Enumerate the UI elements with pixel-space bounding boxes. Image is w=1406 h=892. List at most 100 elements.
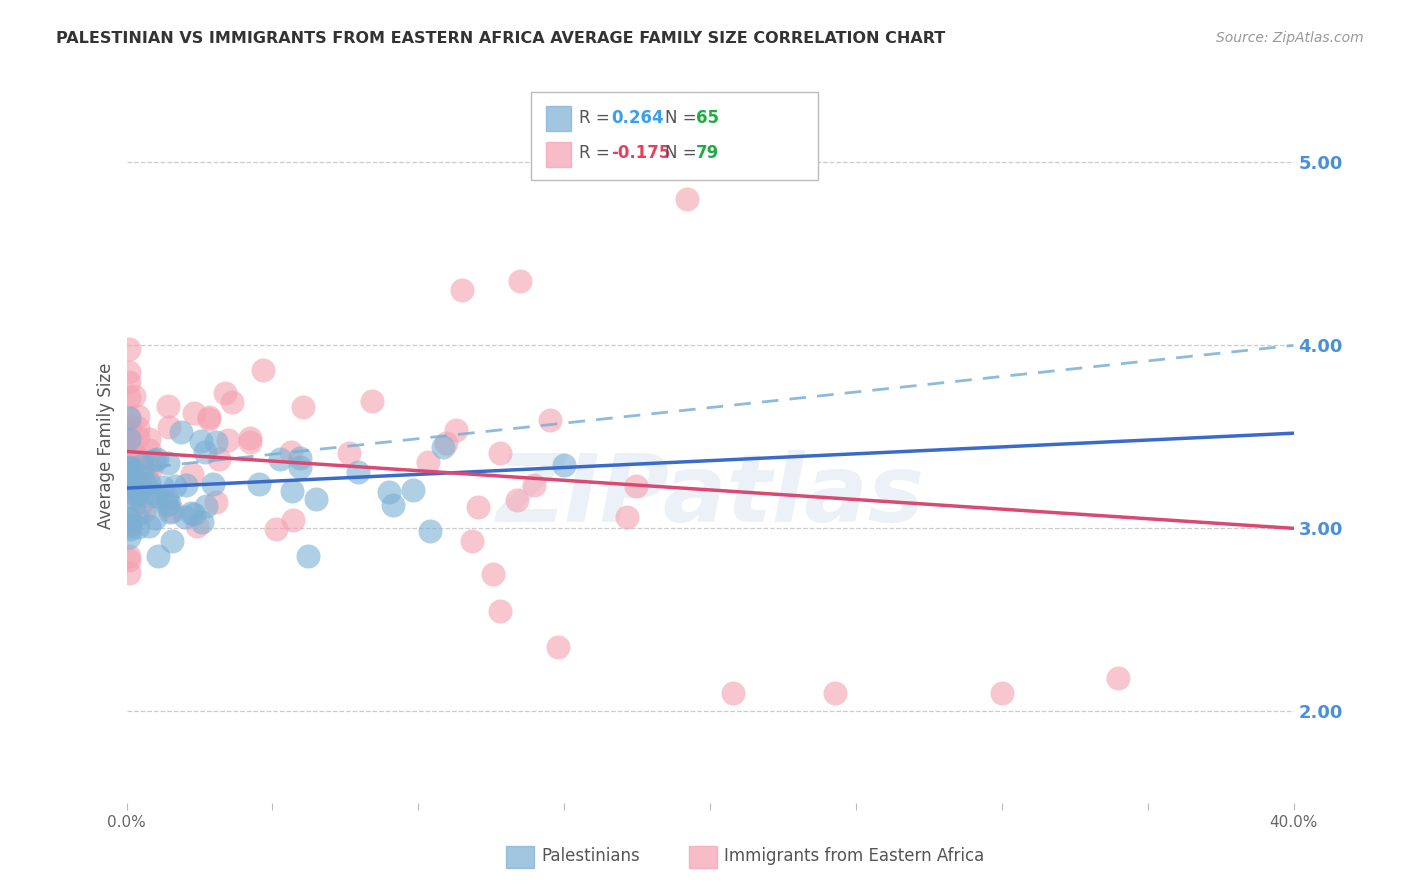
Point: [138, 489, 160, 503]
Point: [723, 686, 745, 700]
Point: [446, 423, 468, 437]
Point: [461, 534, 484, 549]
Point: [134, 477, 156, 491]
Point: [121, 491, 143, 505]
Point: [509, 274, 531, 288]
Point: [221, 395, 243, 409]
Point: [118, 342, 141, 356]
Point: [419, 524, 441, 538]
Point: [118, 480, 141, 494]
Point: [143, 510, 166, 524]
Point: [118, 519, 141, 533]
Point: [143, 453, 166, 467]
Point: [205, 435, 228, 450]
Point: [214, 385, 236, 400]
Point: [132, 504, 155, 518]
Point: [118, 433, 141, 447]
Point: [127, 409, 149, 423]
Point: [142, 486, 165, 500]
Text: PALESTINIAN VS IMMIGRANTS FROM EASTERN AFRICA AVERAGE FAMILY SIZE CORRELATION CH: PALESTINIAN VS IMMIGRANTS FROM EASTERN A…: [56, 31, 945, 46]
Point: [122, 477, 145, 491]
Text: R =: R =: [579, 145, 616, 162]
Point: [128, 475, 150, 489]
Text: Source: ZipAtlas.com: Source: ZipAtlas.com: [1216, 31, 1364, 45]
Point: [451, 284, 474, 298]
Point: [138, 443, 160, 458]
Point: [264, 522, 287, 536]
Point: [138, 432, 160, 446]
Point: [547, 640, 569, 655]
Point: [139, 461, 162, 475]
Point: [118, 465, 141, 479]
Point: [553, 458, 575, 472]
Point: [281, 483, 304, 498]
Point: [418, 454, 440, 468]
Text: ZIPatlas: ZIPatlas: [496, 450, 924, 542]
Point: [616, 510, 638, 524]
Point: [118, 410, 141, 425]
Point: [204, 495, 226, 509]
Text: 0.264: 0.264: [612, 109, 664, 127]
Point: [174, 477, 197, 491]
Point: [506, 493, 529, 508]
Point: [170, 425, 193, 440]
Text: R =: R =: [579, 109, 616, 127]
Point: [186, 518, 208, 533]
Point: [148, 549, 170, 563]
Text: Palestinians: Palestinians: [541, 847, 640, 865]
Point: [122, 479, 145, 493]
Point: [118, 459, 141, 474]
Point: [118, 516, 141, 531]
Point: [127, 520, 149, 534]
Point: [163, 479, 186, 493]
Point: [125, 487, 148, 501]
Point: [194, 445, 217, 459]
Point: [159, 505, 181, 519]
Point: [125, 465, 148, 479]
Point: [198, 409, 221, 424]
Point: [127, 421, 149, 435]
Point: [118, 553, 141, 567]
Point: [482, 567, 505, 582]
Point: [156, 499, 179, 513]
Point: [239, 431, 262, 445]
Point: [121, 461, 143, 475]
Point: [174, 509, 197, 524]
Point: [990, 686, 1012, 700]
Point: [138, 475, 160, 490]
Point: [207, 452, 229, 467]
Point: [467, 500, 489, 514]
Point: [432, 440, 454, 454]
Point: [183, 406, 205, 420]
Point: [118, 390, 141, 404]
Text: N =: N =: [665, 109, 702, 127]
Point: [269, 451, 291, 466]
Point: [1108, 672, 1130, 686]
Text: N =: N =: [665, 145, 702, 162]
Point: [489, 446, 512, 460]
Point: [152, 480, 174, 494]
Point: [131, 465, 153, 479]
Text: 65: 65: [696, 109, 718, 127]
Point: [118, 428, 141, 442]
Point: [297, 549, 319, 563]
Point: [197, 411, 219, 425]
Point: [118, 457, 141, 471]
Point: [129, 453, 152, 467]
Point: [118, 530, 141, 544]
Point: [131, 458, 153, 472]
Point: [538, 413, 561, 427]
Point: [125, 508, 148, 522]
Point: [217, 434, 239, 448]
Point: [118, 376, 141, 390]
Text: Immigrants from Eastern Africa: Immigrants from Eastern Africa: [724, 847, 984, 865]
Point: [183, 508, 205, 522]
Point: [378, 485, 401, 500]
Point: [120, 477, 142, 491]
Point: [156, 456, 179, 470]
Point: [118, 365, 141, 379]
Point: [290, 450, 312, 465]
Point: [191, 515, 214, 529]
Point: [156, 491, 179, 505]
Point: [122, 447, 145, 461]
